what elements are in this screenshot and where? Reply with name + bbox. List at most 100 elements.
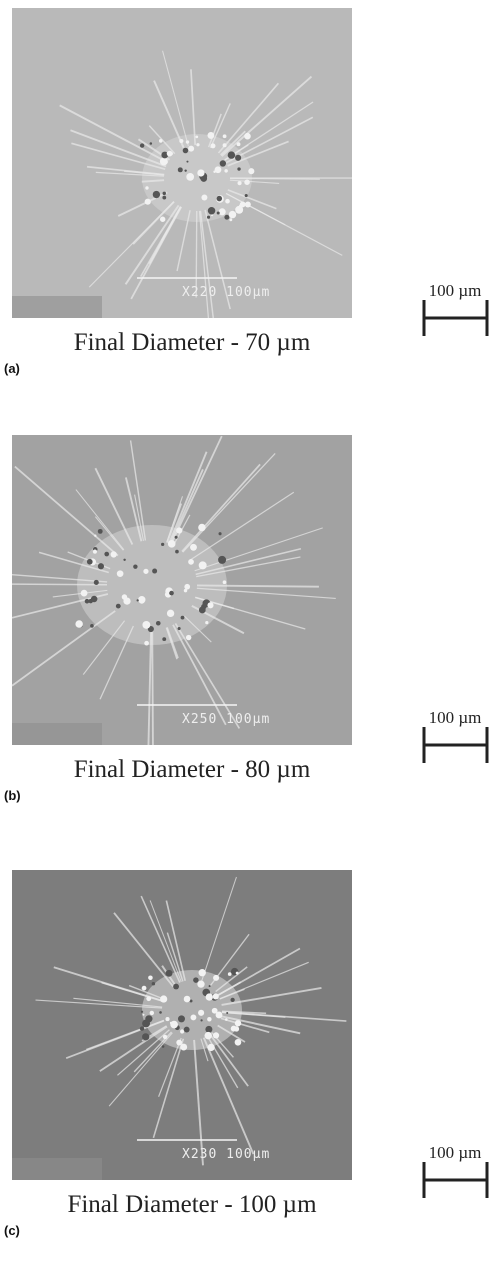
debris	[244, 133, 251, 140]
debris	[142, 1033, 149, 1040]
debris	[223, 580, 227, 584]
debris	[225, 199, 230, 204]
scale-label: 100 µm	[429, 708, 482, 727]
debris	[140, 143, 144, 147]
debris	[223, 143, 227, 147]
debris	[94, 535, 96, 537]
debris	[213, 975, 219, 981]
debris	[143, 569, 148, 574]
debris	[200, 1019, 202, 1021]
debris	[160, 995, 167, 1002]
debris	[184, 169, 186, 171]
debris	[205, 1026, 212, 1033]
image-label: X230 100µm	[182, 1147, 270, 1162]
debris	[205, 621, 208, 624]
debris	[245, 201, 251, 207]
caption: Final Diameter - 80 µm	[74, 756, 311, 783]
debris	[104, 552, 109, 557]
debris	[226, 1012, 228, 1014]
debris	[146, 996, 151, 1001]
debris	[218, 556, 226, 564]
debris	[175, 536, 178, 539]
debris	[213, 993, 219, 999]
debris	[111, 551, 117, 557]
debris	[190, 544, 197, 551]
debris	[223, 134, 227, 138]
debris	[178, 167, 183, 172]
debris	[175, 550, 179, 554]
debris	[228, 972, 232, 976]
debris	[117, 570, 124, 577]
debris	[94, 580, 99, 585]
debris	[148, 975, 153, 980]
debris	[98, 529, 103, 534]
crack	[197, 585, 319, 586]
debris	[219, 208, 226, 215]
debris	[184, 1027, 190, 1033]
debris	[188, 559, 194, 565]
debris	[198, 524, 205, 531]
image-strip	[12, 723, 102, 745]
debris	[184, 584, 190, 590]
debris	[184, 996, 191, 1003]
debris	[197, 981, 204, 988]
debris	[217, 211, 220, 214]
debris	[91, 596, 97, 602]
debris	[179, 139, 183, 143]
debris	[150, 1011, 154, 1015]
debris	[140, 1026, 144, 1030]
debris	[75, 620, 82, 627]
debris	[235, 155, 241, 161]
debris	[225, 1018, 228, 1021]
debris	[229, 211, 236, 218]
scale-label: 100 µm	[429, 281, 482, 300]
debris	[197, 169, 204, 176]
debris	[90, 624, 94, 628]
debris	[183, 148, 189, 154]
debris	[173, 984, 179, 990]
debris	[161, 543, 164, 546]
debris	[191, 1015, 197, 1021]
debris	[162, 196, 166, 200]
debris	[159, 1011, 162, 1014]
debris	[239, 204, 243, 208]
crack	[12, 584, 107, 585]
debris	[142, 986, 147, 991]
debris	[216, 196, 222, 202]
debris	[248, 168, 254, 174]
debris	[123, 597, 130, 604]
debris	[133, 564, 137, 568]
debris	[186, 140, 189, 143]
debris	[207, 1044, 214, 1051]
debris	[145, 199, 151, 205]
debris	[166, 970, 173, 977]
image-label: X220 100µm	[182, 285, 270, 300]
debris	[152, 569, 157, 574]
debris	[236, 972, 239, 975]
debris	[199, 607, 206, 614]
debris	[215, 166, 222, 173]
debris	[213, 1032, 219, 1038]
debris	[176, 1040, 182, 1046]
debris	[98, 563, 104, 569]
debris	[180, 1044, 187, 1051]
debris	[138, 596, 145, 603]
debris	[228, 151, 235, 158]
debris	[188, 146, 194, 152]
debris	[186, 173, 194, 181]
debris	[181, 616, 185, 620]
debris	[238, 181, 242, 185]
debris	[206, 993, 213, 1000]
debris	[199, 561, 207, 569]
debris	[162, 637, 166, 641]
debris	[207, 602, 213, 608]
debris	[145, 1015, 152, 1022]
debris	[141, 1011, 143, 1013]
debris	[237, 167, 240, 170]
figure: X220 100µm100 µmFinal Diameter - 70 µm(a…	[0, 0, 495, 1277]
debris	[208, 207, 216, 215]
debris	[207, 132, 214, 139]
debris	[235, 1039, 242, 1046]
debris	[169, 591, 174, 596]
debris	[153, 191, 160, 198]
